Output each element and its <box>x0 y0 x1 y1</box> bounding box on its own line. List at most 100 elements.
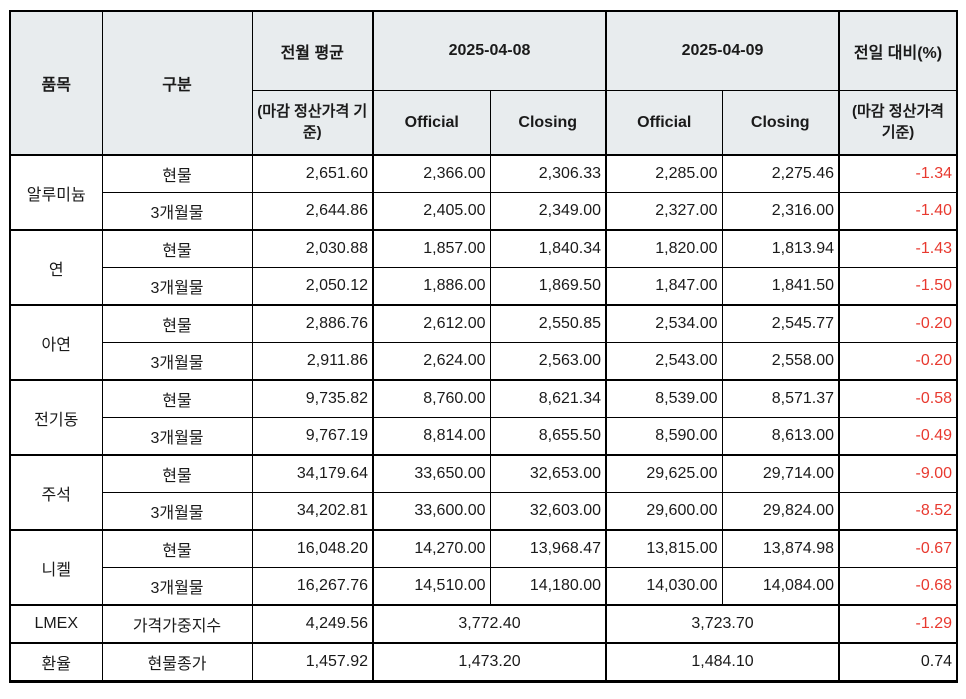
table-row: 3개월물 2,911.86 2,624.00 2,563.00 2,543.00 2,55… <box>10 342 958 381</box>
table-header: 품목 구분 전월 평균 2025-04-08 2025-04-09 전일 대비(… <box>9 10 958 156</box>
date2-official-cell: 2,285.00 <box>605 154 723 193</box>
date2-closing-cell: 2,316.00 <box>721 192 840 231</box>
date1-official-cell: 8,814.00 <box>372 417 491 456</box>
header-day-change: 전일 대비(%) <box>838 10 958 91</box>
prev-avg-cell: 2,886.76 <box>251 304 374 343</box>
date1-closing-cell: 2,349.00 <box>489 192 607 231</box>
date2-closing-cell: 1,813.94 <box>721 229 840 268</box>
header-row-1: 품목 구분 전월 평균 2025-04-08 2025-04-09 전일 대비(… <box>9 10 958 156</box>
date1-official-cell: 8,760.00 <box>372 379 491 418</box>
change-cell: -1.43 <box>838 229 958 268</box>
date1-official-cell: 2,612.00 <box>372 304 491 343</box>
category-cell: 현물 <box>101 229 253 268</box>
date1-value-cell: 1,473.20 <box>372 642 607 683</box>
date1-official-cell: 2,405.00 <box>372 192 491 231</box>
prev-avg-cell: 16,267.76 <box>251 567 374 606</box>
header-prev-month-avg-sub: (마감 정산가격 기준) <box>251 90 374 156</box>
date2-closing-cell: 8,571.37 <box>721 379 840 418</box>
change-cell: -0.20 <box>838 304 958 343</box>
prev-avg-cell: 1,457.92 <box>251 642 374 683</box>
item-cell: LMEX <box>9 604 103 644</box>
change-cell: -0.20 <box>838 342 958 381</box>
date2-official-cell: 2,543.00 <box>605 342 723 381</box>
header-date-1: 2025-04-08 <box>372 10 607 91</box>
date1-closing-cell: 2,306.33 <box>489 154 607 193</box>
date2-closing-cell: 2,545.77 <box>721 304 840 343</box>
header-category: 구분 <box>101 10 253 156</box>
date1-closing-cell: 13,968.47 <box>489 529 607 568</box>
table-row: 환율 현물종가 1,457.92 1,473.20 1,484.10 0.74 <box>9 642 958 683</box>
date2-closing-cell: 2,558.00 <box>721 342 840 381</box>
change-cell: -9.00 <box>838 454 958 493</box>
item-cell: 아연 <box>9 304 103 381</box>
date2-closing-cell: 2,275.46 <box>721 154 840 193</box>
header-date2-closing: Closing <box>721 90 840 156</box>
header-item: 품목 <box>9 10 103 156</box>
date2-official-cell: 8,539.00 <box>605 379 723 418</box>
table-row: 알루미늄 현물 2,651.60 2,366.00 2,306.33 2,285.00 2,… <box>9 154 958 231</box>
prev-avg-cell: 4,249.56 <box>251 604 374 644</box>
item-cell: 전기동 <box>9 379 103 456</box>
category-cell: 현물종가 <box>101 642 253 683</box>
category-cell: 3개월물 <box>101 492 253 531</box>
item-cell: 알루미늄 <box>9 154 103 231</box>
category-cell: 3개월물 <box>101 342 253 381</box>
table-row: 3개월물 9,767.19 8,814.00 8,655.50 8,590.00 8,61… <box>10 417 958 456</box>
date1-official-cell: 33,650.00 <box>372 454 491 493</box>
category-cell: 현물 <box>101 304 253 343</box>
date2-official-cell: 14,030.00 <box>605 567 723 606</box>
change-cell: -0.68 <box>838 567 958 606</box>
table-row: 3개월물 34,202.81 33,600.00 32,603.00 29,600.00… <box>10 492 958 531</box>
date2-closing-cell: 8,613.00 <box>721 417 840 456</box>
lme-price-table: 품목 구분 전월 평균 2025-04-08 2025-04-09 전일 대비(… <box>9 10 958 683</box>
category-cell: 현물 <box>101 454 253 493</box>
table-row: 3개월물 2,644.86 2,405.00 2,349.00 2,327.00 2,31… <box>10 192 958 231</box>
change-cell: 0.74 <box>838 642 958 683</box>
date2-closing-cell: 29,714.00 <box>721 454 840 493</box>
change-cell: -8.52 <box>838 492 958 531</box>
change-cell: -1.50 <box>838 267 958 306</box>
date2-value-cell: 3,723.70 <box>605 604 840 644</box>
date2-official-cell: 29,600.00 <box>605 492 723 531</box>
date1-closing-cell: 32,603.00 <box>489 492 607 531</box>
table-row: 연 현물 2,030.88 1,857.00 1,840.34 1,820.00 1,813… <box>9 229 958 306</box>
category-cell: 가격가중지수 <box>101 604 253 644</box>
header-date1-official: Official <box>372 90 491 156</box>
date1-official-cell: 2,366.00 <box>372 154 491 193</box>
prev-avg-cell: 2,644.86 <box>251 192 374 231</box>
date2-closing-cell: 14,084.00 <box>721 567 840 606</box>
date2-official-cell: 2,327.00 <box>605 192 723 231</box>
prev-avg-cell: 34,202.81 <box>251 492 374 531</box>
prev-avg-cell: 2,050.12 <box>251 267 374 306</box>
table-body: 알루미늄 현물 2,651.60 2,366.00 2,306.33 2,285.00 2,… <box>9 154 958 683</box>
header-date-2: 2025-04-09 <box>605 10 840 91</box>
category-cell: 현물 <box>101 379 253 418</box>
date2-official-cell: 1,847.00 <box>605 267 723 306</box>
date1-closing-cell: 32,653.00 <box>489 454 607 493</box>
table-row: 3개월물 16,267.76 14,510.00 14,180.00 14,030.00… <box>10 567 958 606</box>
change-cell: -1.40 <box>838 192 958 231</box>
prev-avg-cell: 2,651.60 <box>251 154 374 193</box>
prev-avg-cell: 16,048.20 <box>251 529 374 568</box>
date2-official-cell: 29,625.00 <box>605 454 723 493</box>
date2-closing-cell: 29,824.00 <box>721 492 840 531</box>
header-row-2: (마감 정산가격 기준) Official Closing Official C… <box>10 90 958 156</box>
header-day-change-sub: (마감 정산가격 기준) <box>838 90 958 156</box>
date2-official-cell: 2,534.00 <box>605 304 723 343</box>
table-row: 니켈 현물 16,048.20 14,270.00 13,968.47 13,815.00… <box>9 529 958 606</box>
table-row: LMEX 가격가중지수 4,249.56 3,772.40 3,723.70 -1.29 <box>9 604 958 644</box>
date1-official-cell: 14,270.00 <box>372 529 491 568</box>
category-cell: 3개월물 <box>101 567 253 606</box>
prev-avg-cell: 2,030.88 <box>251 229 374 268</box>
category-cell: 3개월물 <box>101 267 253 306</box>
prev-avg-cell: 34,179.64 <box>251 454 374 493</box>
date2-official-cell: 8,590.00 <box>605 417 723 456</box>
item-cell: 환율 <box>9 642 103 683</box>
date1-closing-cell: 1,840.34 <box>489 229 607 268</box>
item-cell: 연 <box>9 229 103 306</box>
date2-value-cell: 1,484.10 <box>605 642 840 683</box>
date2-closing-cell: 1,841.50 <box>721 267 840 306</box>
date2-official-cell: 13,815.00 <box>605 529 723 568</box>
header-date2-official: Official <box>605 90 723 156</box>
